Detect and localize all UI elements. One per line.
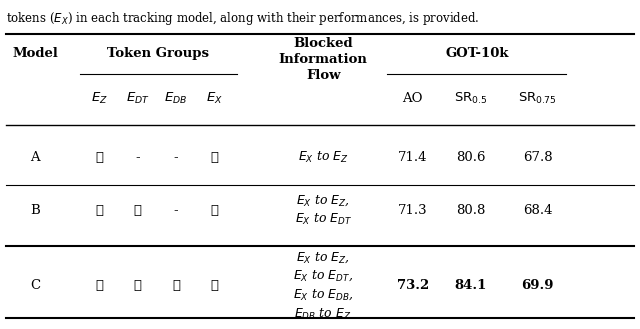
Text: 67.8: 67.8 (523, 151, 552, 164)
Text: Model: Model (12, 46, 58, 60)
Text: C: C (30, 279, 40, 292)
Text: ✓: ✓ (172, 279, 180, 292)
Text: ✓: ✓ (95, 204, 103, 217)
Text: AO: AO (403, 91, 423, 105)
Text: A: A (30, 151, 40, 164)
Text: ✓: ✓ (95, 279, 103, 292)
Text: -: - (135, 151, 140, 164)
Text: 71.4: 71.4 (398, 151, 428, 164)
Text: B: B (30, 204, 40, 217)
Text: ✓: ✓ (95, 151, 103, 164)
Text: -: - (173, 151, 179, 164)
Text: $E_{DT}$: $E_{DT}$ (125, 90, 150, 106)
Text: $E_X$ to $E_Z$,
$E_X$ to $E_{DT}$,
$E_X$ to $E_{DB}$,
$E_{DB}$ to $E_Z$: $E_X$ to $E_Z$, $E_X$ to $E_{DT}$, $E_X$… (293, 250, 353, 321)
Text: $E_X$ to $E_Z$,
$E_X$ to $E_{DT}$: $E_X$ to $E_Z$, $E_X$ to $E_{DT}$ (294, 193, 352, 227)
Text: 69.9: 69.9 (522, 279, 554, 292)
Text: 80.6: 80.6 (456, 151, 485, 164)
Text: -: - (173, 204, 179, 217)
Text: 73.2: 73.2 (397, 279, 429, 292)
Text: ✓: ✓ (134, 204, 141, 217)
Text: $E_X$: $E_X$ (206, 90, 223, 106)
Text: ✓: ✓ (211, 204, 218, 217)
Text: ✓: ✓ (211, 279, 218, 292)
Text: Blocked
Information
Flow: Blocked Information Flow (279, 37, 367, 82)
Text: 68.4: 68.4 (523, 204, 552, 217)
Text: 71.3: 71.3 (398, 204, 428, 217)
Text: $E_X$ to $E_Z$: $E_X$ to $E_Z$ (298, 150, 349, 165)
Text: tokens ($E_X$) in each tracking model, along with their performances, is provide: tokens ($E_X$) in each tracking model, a… (6, 10, 480, 27)
Text: $\mathrm{SR}_{0.5}$: $\mathrm{SR}_{0.5}$ (454, 90, 487, 106)
Text: GOT-10k: GOT-10k (445, 46, 509, 60)
Text: ✓: ✓ (134, 279, 141, 292)
Text: ✓: ✓ (211, 151, 218, 164)
Text: 84.1: 84.1 (454, 279, 486, 292)
Text: $\mathrm{SR}_{0.75}$: $\mathrm{SR}_{0.75}$ (518, 90, 557, 106)
Text: Token Groups: Token Groups (108, 46, 209, 60)
Text: $E_Z$: $E_Z$ (91, 90, 108, 106)
Text: 80.8: 80.8 (456, 204, 485, 217)
Text: $E_{DB}$: $E_{DB}$ (164, 90, 188, 106)
